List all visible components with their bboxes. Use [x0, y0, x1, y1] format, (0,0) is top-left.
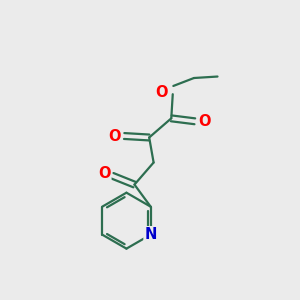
- Text: N: N: [145, 227, 157, 242]
- Text: O: O: [109, 128, 121, 143]
- Text: O: O: [98, 166, 110, 181]
- Text: O: O: [155, 85, 168, 100]
- Text: O: O: [198, 114, 211, 129]
